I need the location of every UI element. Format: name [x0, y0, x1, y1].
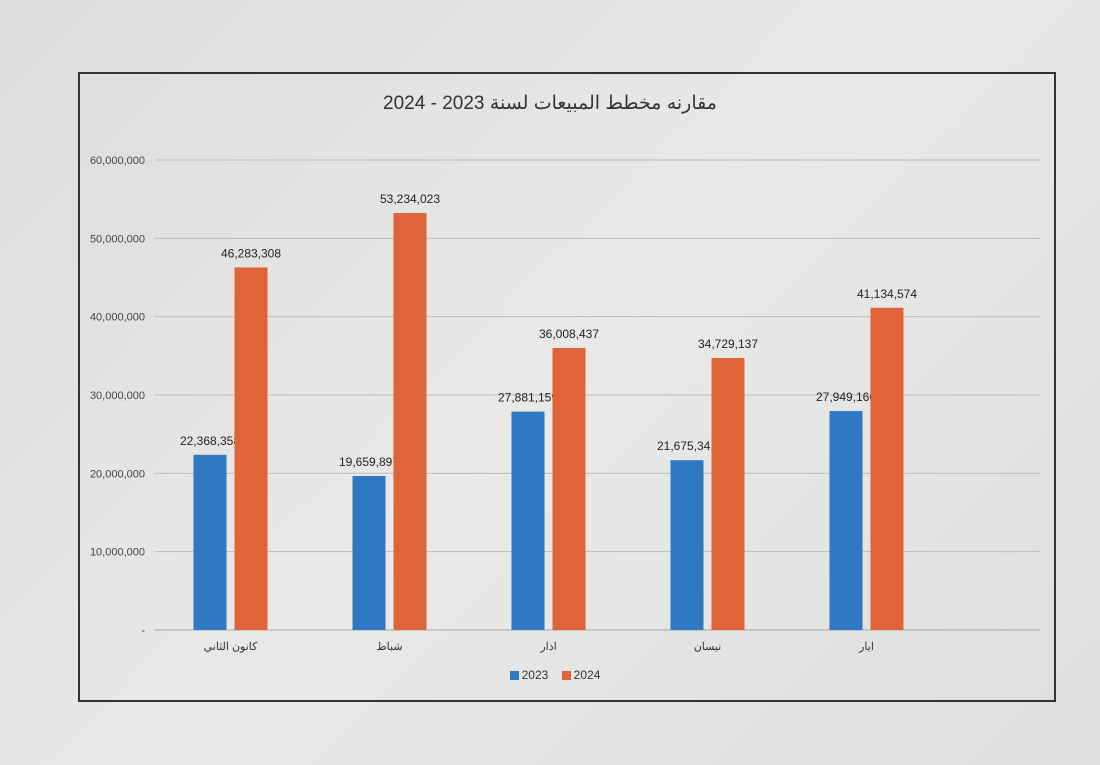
y-tick-label: 30,000,000 — [90, 390, 145, 402]
chart-title: مقارنه مخطط المبيعات لسنة 2023 - 2024 — [383, 93, 717, 114]
data-label-2023: 21,675,341 — [657, 439, 717, 453]
bar-2023 — [670, 460, 704, 630]
bar-2024 — [552, 347, 586, 630]
y-tick-label: - — [141, 625, 145, 637]
x-tick-label: شباط — [376, 641, 402, 653]
data-label-2023: 27,881,159 — [498, 391, 558, 405]
bar-2024 — [393, 213, 427, 630]
legend-label-2024: 2024 — [573, 668, 601, 682]
data-label-2024: 53,234,023 — [380, 192, 440, 206]
legend: 2023 2024 — [0, 668, 1100, 682]
bar-2024 — [711, 357, 745, 630]
x-tick-label: اذار — [539, 641, 556, 653]
legend-label-2023: 2023 — [521, 668, 549, 682]
bar-2023 — [511, 411, 545, 630]
bar-2023 — [829, 411, 863, 630]
legend-swatch-2024 — [561, 671, 571, 680]
bar-2024 — [234, 267, 268, 630]
legend-swatch-2023 — [509, 671, 519, 680]
y-tick-label: 10,000,000 — [90, 547, 145, 559]
x-tick-label: نيسان — [694, 641, 722, 653]
data-label-2023: 27,949,160 — [816, 390, 876, 404]
y-tick-label: 40,000,000 — [90, 312, 145, 324]
x-tick-label: ايار — [858, 641, 874, 653]
data-label-2023: 22,368,358 — [180, 434, 240, 448]
bar-2023 — [352, 475, 386, 630]
y-tick-label: 50,000,000 — [90, 233, 145, 245]
bar-2023 — [193, 454, 227, 630]
data-label-2024: 41,134,574 — [857, 287, 917, 301]
data-label-2024: 46,283,308 — [221, 246, 281, 260]
bar-2024 — [870, 307, 904, 630]
y-tick-label: 20,000,000 — [90, 468, 145, 480]
data-label-2024: 34,729,137 — [698, 337, 758, 351]
x-tick-label: كانون الثاني — [204, 641, 259, 653]
data-label-2023: 19,659,897 — [339, 455, 399, 469]
y-tick-label: 60,000,000 — [90, 155, 145, 167]
chart-frame — [78, 72, 1056, 702]
data-label-2024: 36,008,437 — [539, 327, 599, 341]
